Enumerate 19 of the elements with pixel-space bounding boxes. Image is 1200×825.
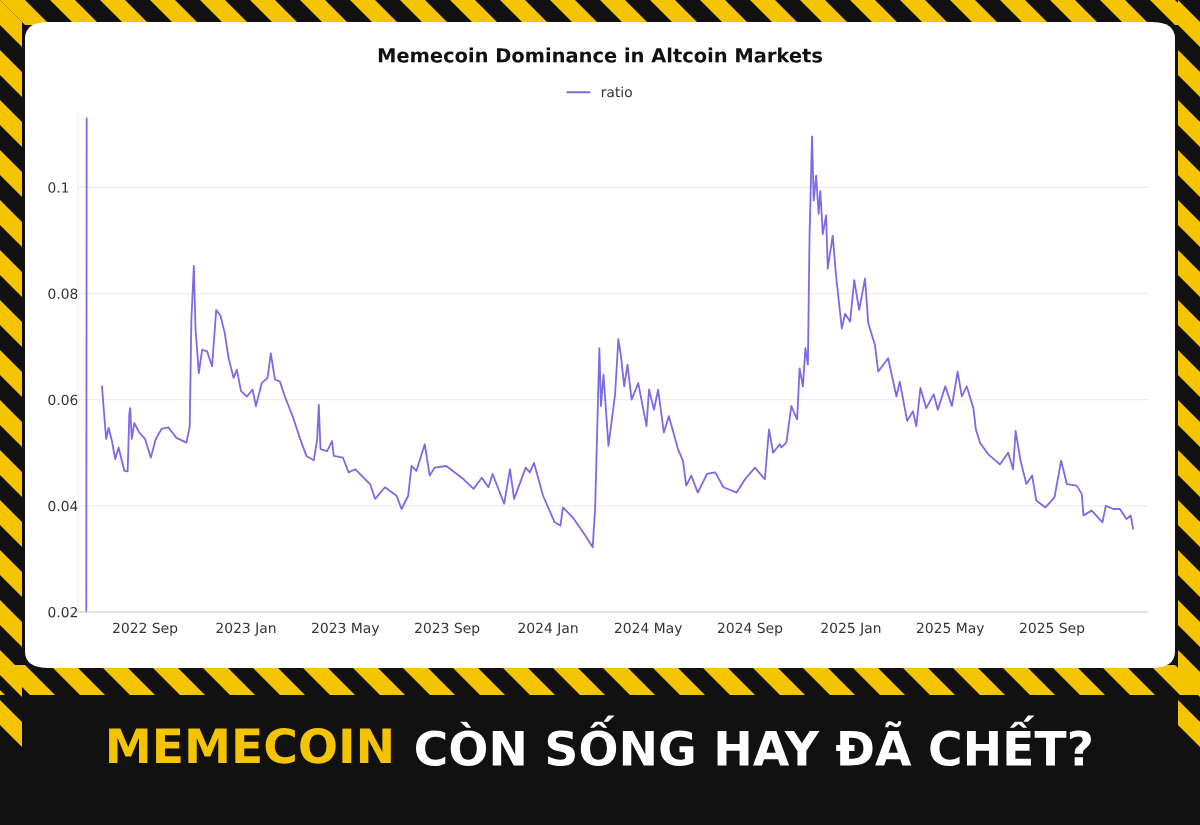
x-tick-label: 2023 May [312, 622, 380, 636]
y-tick-label: 0.06 [48, 394, 78, 406]
y-tick-label: 0.1 [48, 182, 69, 193]
legend-label: ratio [601, 86, 632, 98]
text: CÒN SỐNG HAY ĐÃ CHẾT? [415, 715, 1091, 767]
x-tick-label: 2024 May [614, 622, 682, 636]
x-tick-label: 2025 Sep [1020, 622, 1085, 636]
x-tick-label: 2023 Jan [216, 622, 276, 636]
x-tick-label: 2024 Sep [718, 622, 783, 636]
x-tick-label: 2024 Jan [518, 622, 578, 636]
x-tick-label: 2023 Sep [415, 622, 480, 636]
x-tick-label: 2025 May [917, 622, 985, 636]
y-tick-label: 0.04 [48, 500, 78, 512]
x-tick-label: 2022 Sep [113, 622, 178, 636]
text: MEMECOIN [109, 727, 391, 764]
y-tick-label: 0.08 [48, 288, 78, 299]
x-tick-label: 2025 Jan [821, 622, 881, 636]
chart-title: Memecoin Dominance in Altcoin Markets [378, 47, 822, 63]
y-tick-label: 0.02 [48, 606, 77, 618]
